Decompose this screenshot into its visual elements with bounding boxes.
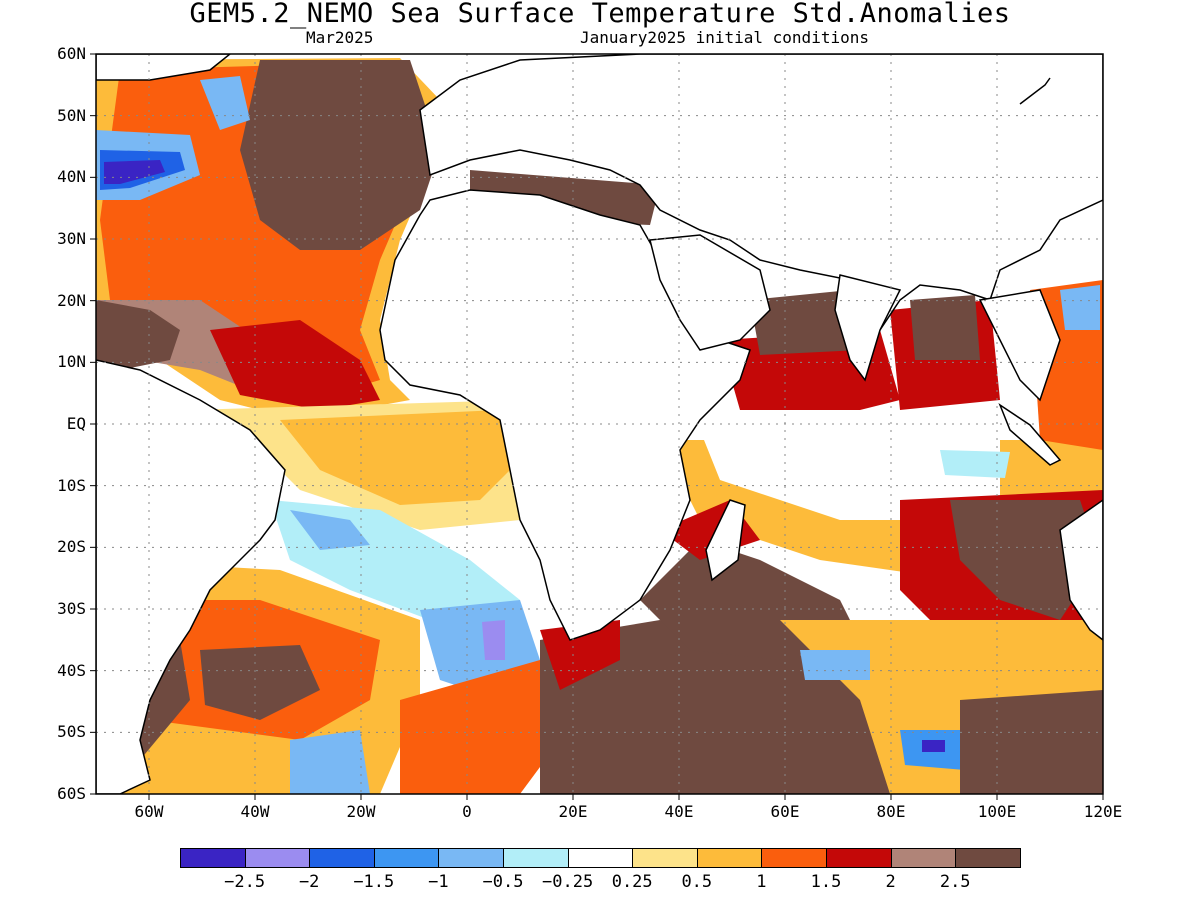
field-na-cold3 [104, 160, 165, 184]
lat-label: 20S [57, 537, 86, 557]
map-field [96, 54, 1103, 794]
lat-label: 40N [57, 167, 86, 187]
lat-label: 60N [57, 44, 86, 63]
field-scs-blue [1060, 285, 1100, 330]
colorbar-label: −0.5 [482, 872, 524, 892]
field-na-brown2 [96, 300, 180, 370]
field-ssa-south-red [400, 660, 560, 794]
init-conditions: January2025 initial conditions [580, 28, 869, 47]
field-ag-red [540, 620, 620, 690]
lat-label: EQ [66, 414, 86, 433]
land-india [834, 274, 902, 382]
field-ssa-brown2 [200, 645, 320, 720]
colorbar-label: −1 [428, 872, 449, 892]
lat-label: 10S [57, 475, 86, 495]
field-io-lightblue [940, 450, 1010, 478]
field-sa-purple [482, 620, 505, 660]
lat-label: 30N [57, 229, 86, 248]
colorbar-label: −2 [298, 872, 320, 892]
map-title: GEM5.2_NEMO Sea Surface Temperature Std.… [189, 0, 1011, 29]
lon-label: 60W [134, 802, 164, 821]
lon-label: 120E [1083, 802, 1123, 821]
lon-label: 80E [876, 802, 906, 821]
colorbar-swatch [955, 848, 1021, 868]
lon-label: 40E [664, 802, 694, 821]
colorbar-swatch [696, 848, 763, 868]
valid-month: Mar2025 [306, 28, 374, 47]
colorbar-swatch [503, 848, 569, 868]
axis-ticks [90, 53, 1104, 800]
land-greenland-tip [96, 54, 232, 81]
lon-label: 20E [558, 802, 588, 821]
colorbar-label: −1.5 [353, 872, 395, 892]
colorbar-swatch [761, 848, 827, 868]
land-arabia [649, 234, 771, 351]
colorbar-swatch [632, 848, 698, 868]
land-sumatra [998, 403, 1062, 466]
lat-label: 30S [57, 599, 86, 618]
field-na-cold4 [200, 76, 250, 130]
lat-label: 60S [57, 784, 86, 803]
field-sa-blue [290, 510, 370, 550]
colorbar-swatch [309, 848, 375, 868]
lat-label: 50S [57, 722, 86, 742]
field-ssa-blue [290, 730, 370, 794]
colorbar-swatch [567, 848, 634, 868]
field-io-s-blue [800, 650, 870, 680]
lon-label: 60E [770, 802, 800, 821]
land-south-america [96, 359, 286, 794]
lat-label: 20N [57, 290, 86, 310]
field-io-s-dark [922, 740, 945, 752]
lat-label: 50N [57, 105, 86, 125]
lat-label: 10N [57, 352, 86, 372]
field-na-darkred [210, 320, 380, 410]
colorbar-label: −0.25 [542, 872, 594, 892]
lon-label: 20W [346, 802, 376, 821]
land-madagascar [705, 499, 746, 582]
colorbar-label: −2.5 [224, 872, 266, 892]
lon-label: 40W [240, 802, 270, 821]
land-se-asia [978, 289, 1061, 402]
land-australia [1059, 499, 1103, 641]
colorbar-label: 0.5 [681, 872, 713, 892]
field-arabsea-brown [750, 290, 860, 355]
field-io-white [700, 430, 1000, 520]
colorbar-swatch [373, 848, 440, 868]
colorbar-swatch [890, 848, 957, 868]
colorbar-swatch [826, 848, 892, 868]
lon-label: 100E [977, 802, 1017, 821]
colorbar-label: 2 [885, 872, 896, 892]
colorbar-label: 1.5 [810, 872, 842, 892]
field-bob-brown [910, 295, 980, 360]
colorbar-label: 1 [756, 872, 767, 892]
colorbar-label: 2.5 [939, 872, 971, 892]
field-na-brown [240, 60, 440, 250]
graticule [96, 54, 1103, 794]
field-io-far-s-brown [960, 690, 1103, 794]
lat-label: 40S [57, 660, 86, 680]
colorbar-label: 0.25 [611, 872, 653, 892]
colorbar-swatch [244, 848, 311, 868]
field-eq-orange [280, 410, 520, 505]
land-sakhalin [1019, 77, 1051, 105]
colorbar-swatch [438, 848, 504, 868]
colorbar-swatch [180, 848, 246, 868]
lon-label: 0 [462, 802, 472, 821]
